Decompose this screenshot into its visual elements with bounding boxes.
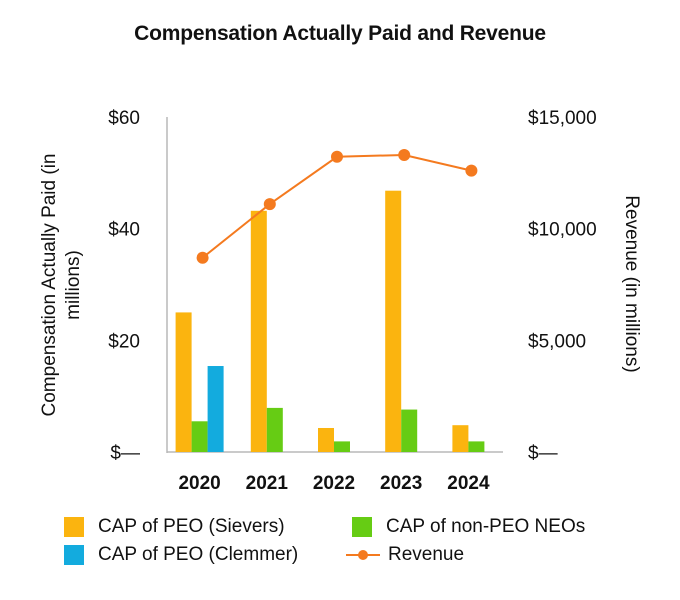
- y2-tick-label: $—: [528, 443, 558, 464]
- bar-cap-of-non-peo-neos-2023: [401, 409, 418, 452]
- y-tick-label: $60: [108, 108, 140, 129]
- bar-cap-of-non-peo-neos-2020: [191, 421, 208, 452]
- y-tick-label: $20: [108, 331, 140, 352]
- x-tick-label: 2020: [178, 473, 220, 494]
- legend-swatch-clemmer: [64, 545, 84, 565]
- legend-item-non-peo: CAP of non-PEO NEOs: [352, 516, 585, 538]
- y2-tick-label: $10,000: [528, 220, 597, 241]
- x-tick-label: 2024: [447, 473, 490, 494]
- x-tick-label: 2023: [380, 473, 422, 494]
- legend-swatch-revenue: [346, 545, 380, 565]
- bar-cap-of-peo-sievers-2022: [318, 427, 334, 452]
- legend-label-revenue: Revenue: [388, 544, 465, 565]
- legend-item-sievers: CAP of PEO (Sievers): [64, 516, 285, 538]
- bar-cap-of-peo-clemmer-2020: [207, 366, 224, 452]
- bar-cap-of-non-peo-neos-2021: [266, 407, 283, 452]
- y2-tick-label: $5,000: [528, 331, 586, 352]
- legend-swatch-non-peo: [352, 517, 372, 537]
- bar-cap-of-non-peo-neos-2024: [468, 441, 485, 452]
- x-tick-label: 2021: [246, 473, 289, 494]
- y-tick-label: $—: [110, 443, 140, 464]
- revenue-point-2022: [331, 150, 343, 163]
- revenue-point-2023: [398, 148, 411, 161]
- legend-item-clemmer: CAP of PEO (Clemmer): [64, 544, 298, 566]
- y-axis-title: Compensation Actually Paid (in millions): [39, 154, 84, 417]
- chart-title: Compensation Actually Paid and Revenue: [134, 22, 546, 45]
- y2-tick-label: $15,000: [528, 108, 597, 129]
- revenue-point-2020: [196, 251, 209, 264]
- revenue-point-2024: [465, 164, 478, 177]
- revenue-point-2021: [263, 198, 276, 211]
- y2-axis-title: Revenue (in millions): [621, 195, 642, 372]
- revenue-line: [201, 153, 472, 259]
- legend-swatch-sievers: [64, 517, 84, 537]
- bar-cap-of-peo-sievers-2023: [385, 190, 402, 452]
- y-tick-label: $40: [108, 220, 140, 241]
- bar-cap-of-peo-sievers-2021: [250, 210, 267, 452]
- bar-cap-of-peo-sievers-2020: [175, 312, 192, 452]
- legend-label-non-peo: CAP of non-PEO NEOs: [386, 516, 586, 537]
- bar-cap-of-non-peo-neos-2022: [334, 441, 350, 452]
- bar-cap-of-peo-sievers-2024: [452, 425, 469, 452]
- legend-label-clemmer: CAP of PEO (Clemmer): [98, 544, 299, 565]
- x-tick-label: 2022: [313, 473, 355, 494]
- legend-item-revenue: Revenue: [346, 544, 464, 566]
- legend-label-sievers: CAP of PEO (Sievers): [98, 516, 285, 537]
